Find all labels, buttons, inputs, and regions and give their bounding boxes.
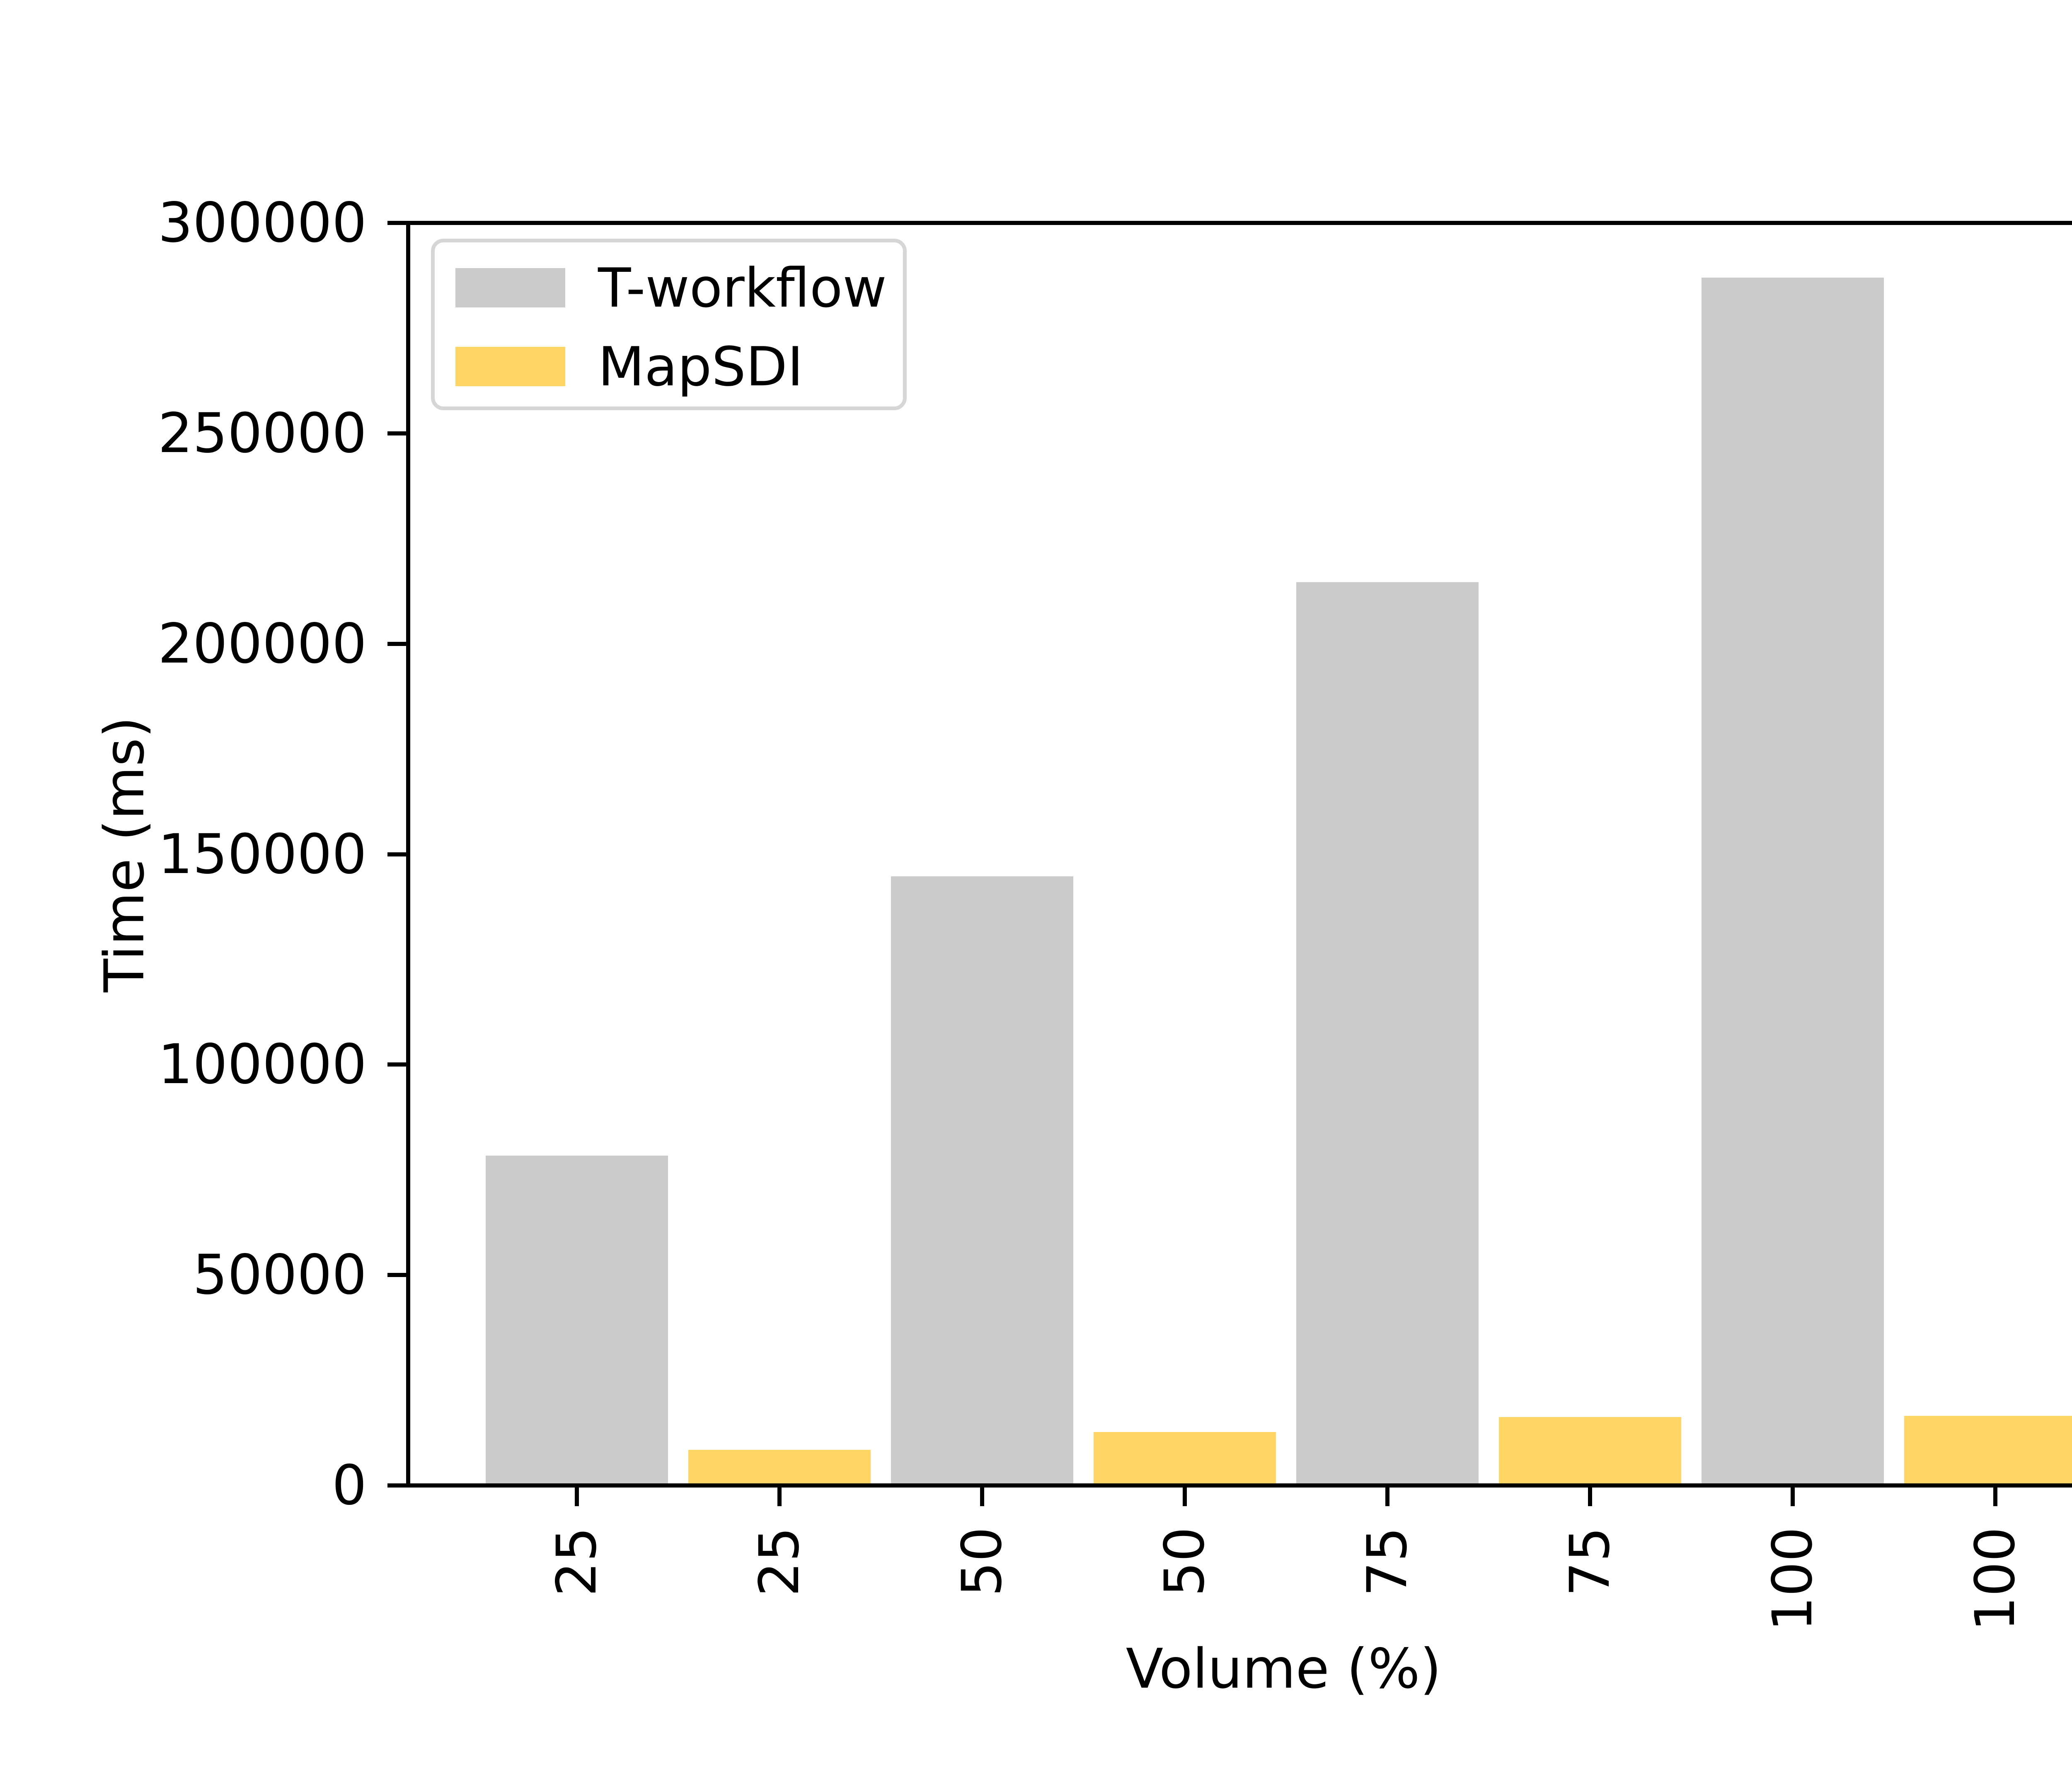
spine-top	[406, 221, 2072, 225]
bar-t-workflow-100	[1702, 278, 1884, 1483]
y-tick-mark	[387, 852, 408, 856]
bar-mapsdi-100	[1904, 1416, 2072, 1483]
legend-label-t-workflow: T-workflow	[598, 256, 887, 319]
x-tick-label: 25	[545, 1527, 609, 1596]
y-tick-mark	[387, 221, 408, 225]
legend: T-workflow MapSDI	[431, 239, 907, 410]
y-tick-label: 300000	[158, 191, 367, 255]
x-tick-mark	[1791, 1488, 1795, 1506]
spine-left	[406, 221, 410, 1488]
x-tick-label: 25	[747, 1527, 811, 1596]
x-tick-label: 75	[1558, 1527, 1622, 1596]
x-tick-mark	[1993, 1488, 1997, 1506]
y-axis-title: Time (ms)	[92, 716, 157, 992]
bar-mapsdi-75	[1499, 1417, 1681, 1483]
y-tick-label: 0	[332, 1454, 367, 1517]
y-tick-label: 150000	[158, 822, 367, 886]
x-tick-mark	[575, 1488, 579, 1506]
bar-t-workflow-25	[486, 1156, 668, 1483]
legend-swatch-mapsdi	[455, 347, 565, 386]
x-tick-mark	[1385, 1488, 1389, 1506]
legend-label-mapsdi: MapSDI	[598, 335, 804, 398]
x-axis-title: Volume (%)	[1126, 1637, 1442, 1701]
x-tick-mark	[980, 1488, 984, 1506]
x-tick-label: 100	[1963, 1527, 2027, 1631]
bar-t-workflow-50	[891, 876, 1073, 1483]
y-tick-label: 100000	[158, 1033, 367, 1097]
y-tick-label: 200000	[158, 612, 367, 676]
y-tick-mark	[387, 1062, 408, 1067]
y-tick-label: 50000	[193, 1243, 367, 1307]
x-tick-label: 100	[1760, 1527, 1825, 1631]
x-tick-label: 75	[1355, 1527, 1419, 1596]
y-tick-mark	[387, 431, 408, 435]
x-tick-mark	[777, 1488, 782, 1506]
y-tick-mark	[387, 641, 408, 646]
x-tick-mark	[1183, 1488, 1187, 1506]
y-tick-mark	[387, 1273, 408, 1277]
x-tick-label: 50	[1152, 1527, 1217, 1596]
y-tick-mark	[387, 1483, 408, 1488]
bar-mapsdi-25	[688, 1450, 871, 1483]
y-tick-label: 250000	[158, 401, 367, 465]
x-tick-label: 50	[950, 1527, 1014, 1596]
bar-mapsdi-50	[1094, 1432, 1276, 1483]
legend-swatch-t-workflow	[455, 268, 565, 307]
bar-t-workflow-75	[1296, 582, 1479, 1483]
spine-bottom	[406, 1483, 2072, 1488]
x-tick-mark	[1588, 1488, 1592, 1506]
